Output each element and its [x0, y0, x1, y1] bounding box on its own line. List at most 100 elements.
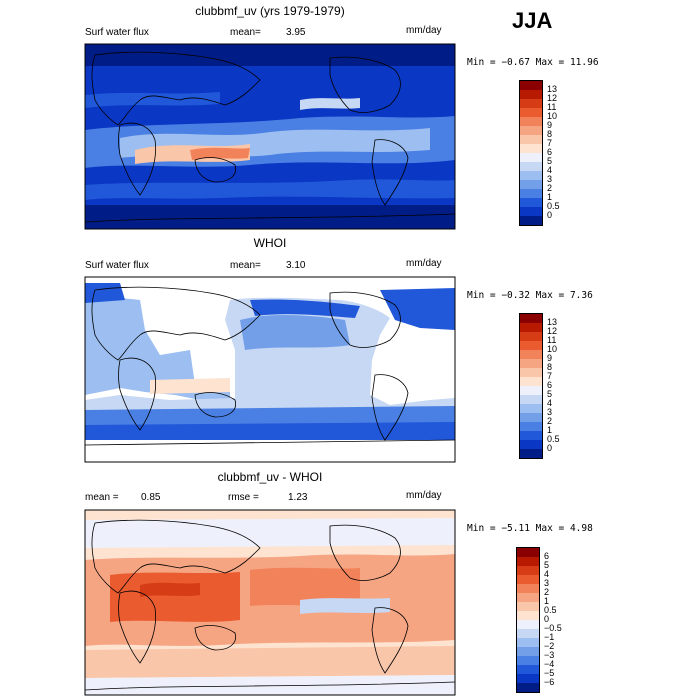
colorbar-segment — [517, 656, 539, 665]
panel3-units: mm/day — [406, 490, 442, 501]
colorbar-segment — [520, 359, 542, 368]
panel2-map — [85, 277, 455, 462]
panel2-variable: Surf water flux — [85, 260, 149, 271]
panel3-coastlines — [84, 519, 456, 691]
panel3-mean-label: mean = — [85, 492, 119, 503]
colorbar-tick-label: 0 — [547, 442, 553, 453]
colorbar-tick-label: −3 — [544, 649, 555, 660]
colorbar-segment — [520, 422, 542, 431]
colorbar-tick-label: 11 — [547, 101, 557, 112]
colorbar-tick-label: 2 — [547, 182, 553, 193]
colorbar-tick-label: −4 — [544, 658, 555, 669]
colorbar-tick-label: −2 — [544, 640, 555, 651]
colorbar-tick-label: 13 — [547, 83, 558, 94]
colorbar-tick-label: 12 — [547, 325, 558, 336]
colorbar-tick-label: 8 — [547, 361, 553, 372]
panel3-rmse-value: 1.23 — [288, 492, 308, 503]
colorbar-segment — [520, 314, 542, 323]
colorbar-segment — [520, 431, 542, 440]
colorbar-tick-label: 0.5 — [547, 433, 560, 444]
panel1-minmax: Min = −0.67 Max = 11.96 — [467, 57, 599, 68]
colorbar-segment — [520, 81, 542, 90]
panel2-title: WHOI — [253, 236, 287, 250]
colorbar-tick-label: 13 — [547, 316, 558, 327]
colorbar-segment — [517, 647, 539, 656]
panel3-title: clubbmf_uv - WHOI — [217, 470, 323, 484]
colorbar-segment — [520, 404, 542, 413]
colorbar-tick-label: 6 — [547, 379, 553, 390]
panel2-mean-value: 3.10 — [286, 260, 306, 271]
colorbar-tick-label: 3 — [544, 577, 550, 588]
colorbar-segment — [517, 602, 539, 611]
colorbar-tick-label: 4 — [544, 568, 550, 579]
colorbar-tick-label: 7 — [547, 370, 553, 381]
colorbar-tick-label: 0 — [547, 209, 553, 220]
colorbar-segment — [520, 90, 542, 99]
colorbar-tick-label: 7 — [547, 137, 553, 148]
colorbar-segment — [520, 135, 542, 144]
colorbar-segment — [520, 153, 542, 162]
panel1-map — [85, 44, 455, 229]
colorbar-tick-label: −0.5 — [544, 622, 562, 633]
colorbar-segment — [520, 341, 542, 350]
colorbar-tick-label: 5 — [547, 388, 553, 399]
colorbar-tick-label: 0.5 — [547, 200, 560, 211]
colorbar-segment — [517, 629, 539, 638]
colorbar-segment — [517, 557, 539, 566]
panel2-coastlines — [84, 286, 456, 446]
colorbar-segment — [520, 171, 542, 180]
colorbar-tick-label: 6 — [547, 146, 553, 157]
colorbar-tick-label: 0 — [544, 613, 550, 624]
colorbar-tick-label: 11 — [547, 334, 557, 345]
colorbar-segment — [520, 162, 542, 171]
colorbar-tick-label: 3 — [547, 406, 553, 417]
colorbar-segment — [520, 350, 542, 359]
colorbar-segment — [517, 584, 539, 593]
panel2-units: mm/day — [406, 258, 442, 269]
colorbar-tick-label: 2 — [547, 415, 553, 426]
colorbar-tick-label: 4 — [547, 164, 553, 175]
panel2-minmax: Min = −0.32 Max = 7.36 — [467, 290, 593, 301]
colorbar-segment — [520, 332, 542, 341]
colorbar-tick-label: 0.5 — [544, 604, 557, 615]
panel1-coastlines — [84, 51, 456, 223]
colorbar-tick-label: 5 — [544, 559, 550, 570]
colorbar-tick-label: −6 — [544, 676, 555, 687]
colorbar-segment — [520, 99, 542, 108]
panel2-mean-label: mean= — [230, 260, 261, 271]
colorbar-tick-label: 8 — [547, 128, 553, 139]
panel1-variable: Surf water flux — [85, 27, 149, 38]
colorbar-tick-label: −1 — [544, 631, 555, 642]
colorbar-segment — [520, 108, 542, 117]
colorbar-segment — [520, 117, 542, 126]
colorbar-segment — [520, 413, 542, 422]
panel1-colorbar — [519, 80, 543, 226]
colorbar-segment — [517, 683, 539, 692]
colorbar-segment — [520, 180, 542, 189]
panel3-minmax: Min = −5.11 Max = 4.98 — [467, 523, 593, 534]
colorbar-segment — [520, 449, 542, 458]
panel2-colorbar — [519, 313, 543, 459]
colorbar-segment — [517, 620, 539, 629]
panel3-mean-value: 0.85 — [141, 492, 161, 503]
colorbar-tick-label: 12 — [547, 92, 558, 103]
season-label: JJA — [512, 8, 553, 33]
colorbar-tick-label: 9 — [547, 352, 553, 363]
colorbar-segment — [520, 368, 542, 377]
colorbar-segment — [520, 440, 542, 449]
panel3-colorbar — [516, 547, 540, 693]
colorbar-segment — [517, 611, 539, 620]
colorbar-segment — [520, 144, 542, 153]
panel1-mean-value: 3.95 — [286, 27, 306, 38]
colorbar-segment — [520, 189, 542, 198]
colorbar-segment — [517, 566, 539, 575]
colorbar-segment — [520, 216, 542, 225]
colorbar-tick-label: 5 — [547, 155, 553, 166]
colorbar-segment — [520, 386, 542, 395]
panel3-map — [85, 510, 455, 695]
colorbar-tick-label: 9 — [547, 119, 553, 130]
colorbar-tick-label: −5 — [544, 667, 555, 678]
colorbar-tick-label: 10 — [547, 343, 558, 354]
colorbar-tick-label: 1 — [547, 424, 553, 435]
colorbar-tick-label: 1 — [547, 191, 553, 202]
